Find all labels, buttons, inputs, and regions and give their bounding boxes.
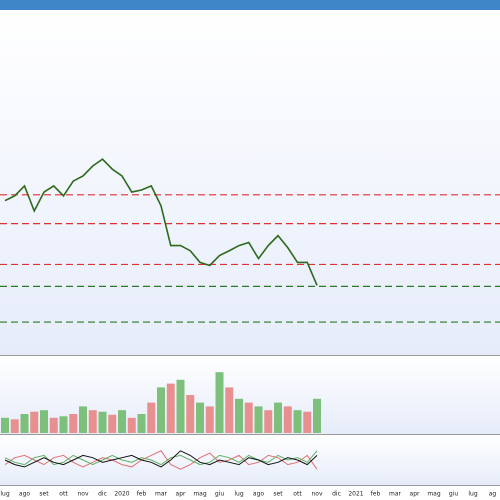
volume-bar: [166, 383, 175, 433]
x-tick-label: set: [273, 491, 283, 498]
volume-bar: [79, 406, 87, 433]
x-tick-label: feb: [371, 491, 381, 498]
x-tick-label: giu: [449, 491, 458, 498]
x-tick-label: feb: [137, 491, 147, 498]
x-tick-label: mar: [389, 491, 402, 498]
volume-bar: [283, 406, 292, 433]
volume-bar: [49, 417, 58, 433]
volume-bar: [274, 402, 282, 433]
x-tick-label: 2021: [348, 491, 363, 498]
volume-bar: [264, 410, 273, 433]
volume-bar: [108, 414, 117, 433]
x-tick-label: nov: [311, 491, 322, 498]
volume-bar: [215, 372, 224, 433]
x-tick-label: set: [39, 491, 49, 498]
x-tick-label: apr: [410, 491, 420, 498]
volume-bar: [254, 406, 263, 433]
volume-bar: [313, 398, 321, 433]
volume-bar: [127, 417, 136, 433]
volume-bar: [88, 410, 97, 433]
x-tick-label: nov: [77, 491, 88, 498]
volume-bar: [10, 419, 19, 433]
x-tick-label: apr: [176, 491, 186, 498]
x-tick-label: mag: [427, 491, 441, 498]
indicator-panel: [0, 435, 500, 485]
volume-bar: [205, 406, 214, 433]
series-line: [4, 450, 318, 468]
volume-bar: [196, 402, 204, 433]
volume-bar: [137, 414, 146, 433]
x-tick-label: dic: [332, 491, 341, 498]
price-panel: [0, 10, 500, 355]
header-bar: [0, 0, 500, 10]
x-tick-label: giu: [215, 491, 224, 498]
volume-bar: [293, 410, 302, 433]
x-tick-label: ott: [59, 491, 68, 498]
x-tick-label: ag: [489, 491, 497, 498]
x-tick-label: mar: [155, 491, 168, 498]
x-tick-label: lug: [468, 491, 477, 498]
x-tick-label: ago: [253, 491, 264, 498]
volume-bar: [118, 410, 126, 433]
volume-bar: [303, 411, 312, 433]
volume-bar: [176, 379, 185, 433]
volume-bar: [98, 411, 107, 433]
series-line: [4, 450, 318, 466]
volume-bar: [147, 402, 156, 433]
x-tick-label: 2020: [114, 491, 129, 498]
x-tick-label: lug: [0, 491, 9, 498]
x-tick-label: mag: [193, 491, 207, 498]
volume-bar: [157, 387, 165, 433]
x-tick-label: ott: [293, 491, 302, 498]
volume-bar: [59, 416, 68, 433]
volume-bar: [235, 398, 243, 433]
x-tick-label: dic: [98, 491, 107, 498]
x-tick-label: lug: [234, 491, 243, 498]
volume-bar: [225, 387, 234, 433]
volume-bar: [20, 414, 29, 433]
series-line: [4, 450, 318, 470]
volume-bar: [1, 417, 9, 433]
series-line: [4, 158, 318, 286]
volume-bar: [30, 411, 39, 433]
volume-bar: [69, 414, 78, 433]
volume-bar: [186, 395, 195, 433]
volume-bar: [244, 402, 253, 433]
volume-bar: [40, 410, 48, 433]
x-tick-label: ago: [19, 491, 30, 498]
